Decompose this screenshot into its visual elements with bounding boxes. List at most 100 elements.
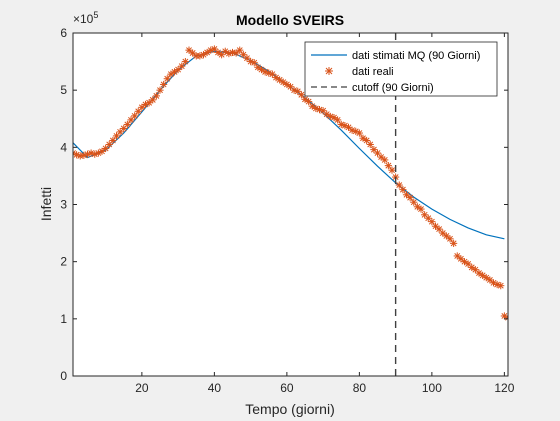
x-tick-label: 60 bbox=[280, 381, 294, 395]
y-tick-label: 6 bbox=[60, 26, 67, 40]
data-point bbox=[381, 156, 389, 164]
x-tick-label: 100 bbox=[422, 381, 442, 395]
data-point bbox=[123, 120, 131, 129]
data-point bbox=[413, 203, 421, 211]
x-tick-label: 80 bbox=[353, 381, 367, 395]
data-point bbox=[417, 205, 425, 213]
y-axis-label: Infetti bbox=[38, 187, 54, 221]
x-tick-label: 20 bbox=[135, 381, 149, 395]
data-point bbox=[218, 51, 226, 59]
legend-entry-estimated: dati stimati MQ (90 Giorni) bbox=[352, 50, 480, 62]
data-point bbox=[446, 235, 454, 243]
data-point bbox=[145, 99, 153, 107]
data-point bbox=[482, 274, 490, 282]
data-point bbox=[203, 48, 211, 57]
data-point bbox=[225, 49, 233, 58]
data-point bbox=[450, 239, 458, 247]
data-point bbox=[388, 166, 396, 174]
data-point bbox=[323, 110, 331, 118]
data-point bbox=[479, 271, 487, 279]
data-point bbox=[250, 59, 258, 67]
data-point bbox=[199, 51, 208, 59]
data-point bbox=[384, 162, 392, 170]
legend-marker-swatch bbox=[325, 67, 333, 75]
legend: dati stimati MQ (90 Giorni) dati reali c… bbox=[304, 41, 498, 97]
data-point bbox=[178, 62, 186, 70]
data-point bbox=[428, 218, 436, 226]
data-point bbox=[359, 134, 367, 142]
legend-entry-real: dati reali bbox=[352, 66, 394, 78]
data-point bbox=[431, 222, 440, 230]
legend-entry-cutoff: cutoff (90 Giorni) bbox=[352, 82, 434, 94]
data-point bbox=[453, 252, 461, 260]
data-point bbox=[283, 80, 291, 89]
data-point bbox=[167, 70, 175, 78]
data-point bbox=[504, 314, 508, 322]
data-point bbox=[334, 116, 342, 124]
data-point bbox=[189, 49, 197, 57]
data-point bbox=[399, 186, 407, 194]
data-point bbox=[131, 112, 139, 120]
x-tick-label: 40 bbox=[208, 381, 222, 395]
data-point bbox=[330, 114, 338, 122]
data-point bbox=[395, 181, 403, 189]
data-point bbox=[83, 150, 92, 158]
data-point bbox=[98, 147, 106, 155]
data-point bbox=[439, 229, 447, 237]
data-point bbox=[344, 123, 353, 131]
data-point bbox=[160, 80, 168, 89]
data-point bbox=[305, 98, 313, 106]
data-point bbox=[294, 87, 302, 95]
y-tick-label: 0 bbox=[60, 369, 67, 383]
data-point bbox=[355, 129, 363, 137]
data-point bbox=[152, 92, 160, 100]
data-point bbox=[497, 282, 505, 290]
data-point bbox=[207, 46, 215, 54]
plot-area bbox=[73, 33, 508, 376]
data-point bbox=[410, 198, 418, 206]
y-axis-exponent-base: ×105 bbox=[73, 10, 98, 26]
data-point bbox=[185, 46, 193, 54]
data-point bbox=[170, 68, 179, 76]
data-point bbox=[279, 78, 287, 86]
data-point bbox=[276, 76, 284, 84]
data-point bbox=[442, 232, 450, 240]
data-point bbox=[232, 49, 240, 57]
data-point bbox=[156, 86, 164, 94]
data-point bbox=[366, 140, 374, 149]
data-point bbox=[112, 132, 121, 140]
y-tick-label: 1 bbox=[60, 312, 67, 326]
axes-box bbox=[72, 32, 509, 377]
data-point bbox=[363, 136, 371, 145]
data-point bbox=[486, 276, 494, 284]
data-point bbox=[109, 136, 117, 145]
data-point bbox=[138, 103, 146, 111]
data-point bbox=[406, 194, 414, 202]
data-point bbox=[377, 153, 385, 161]
data-point bbox=[301, 95, 309, 103]
data-point bbox=[221, 47, 229, 55]
data-point bbox=[214, 48, 222, 57]
data-point bbox=[163, 75, 171, 83]
axis-ticks: 20 40 60 80 100 120 0 1 2 3 4 5 6 bbox=[60, 26, 514, 395]
data-point bbox=[475, 269, 483, 277]
data-point bbox=[468, 263, 476, 271]
data-point bbox=[460, 258, 469, 266]
data-point bbox=[402, 191, 411, 199]
x-axis-label: Tempo (giorni) bbox=[245, 401, 334, 417]
data-point bbox=[268, 70, 276, 78]
data-point bbox=[257, 65, 266, 74]
data-point bbox=[254, 63, 262, 71]
y-tick-label: 2 bbox=[60, 255, 67, 269]
data-point bbox=[272, 73, 280, 82]
data-point bbox=[297, 91, 305, 99]
chart-title: Modello SVEIRS bbox=[236, 12, 344, 28]
data-point bbox=[236, 46, 244, 54]
data-point bbox=[181, 57, 189, 66]
y-tick-label: 4 bbox=[60, 140, 67, 154]
y-tick-label: 5 bbox=[60, 83, 67, 97]
data-point bbox=[457, 255, 465, 263]
data-point bbox=[308, 102, 316, 110]
x-tick-label: 120 bbox=[494, 381, 514, 395]
